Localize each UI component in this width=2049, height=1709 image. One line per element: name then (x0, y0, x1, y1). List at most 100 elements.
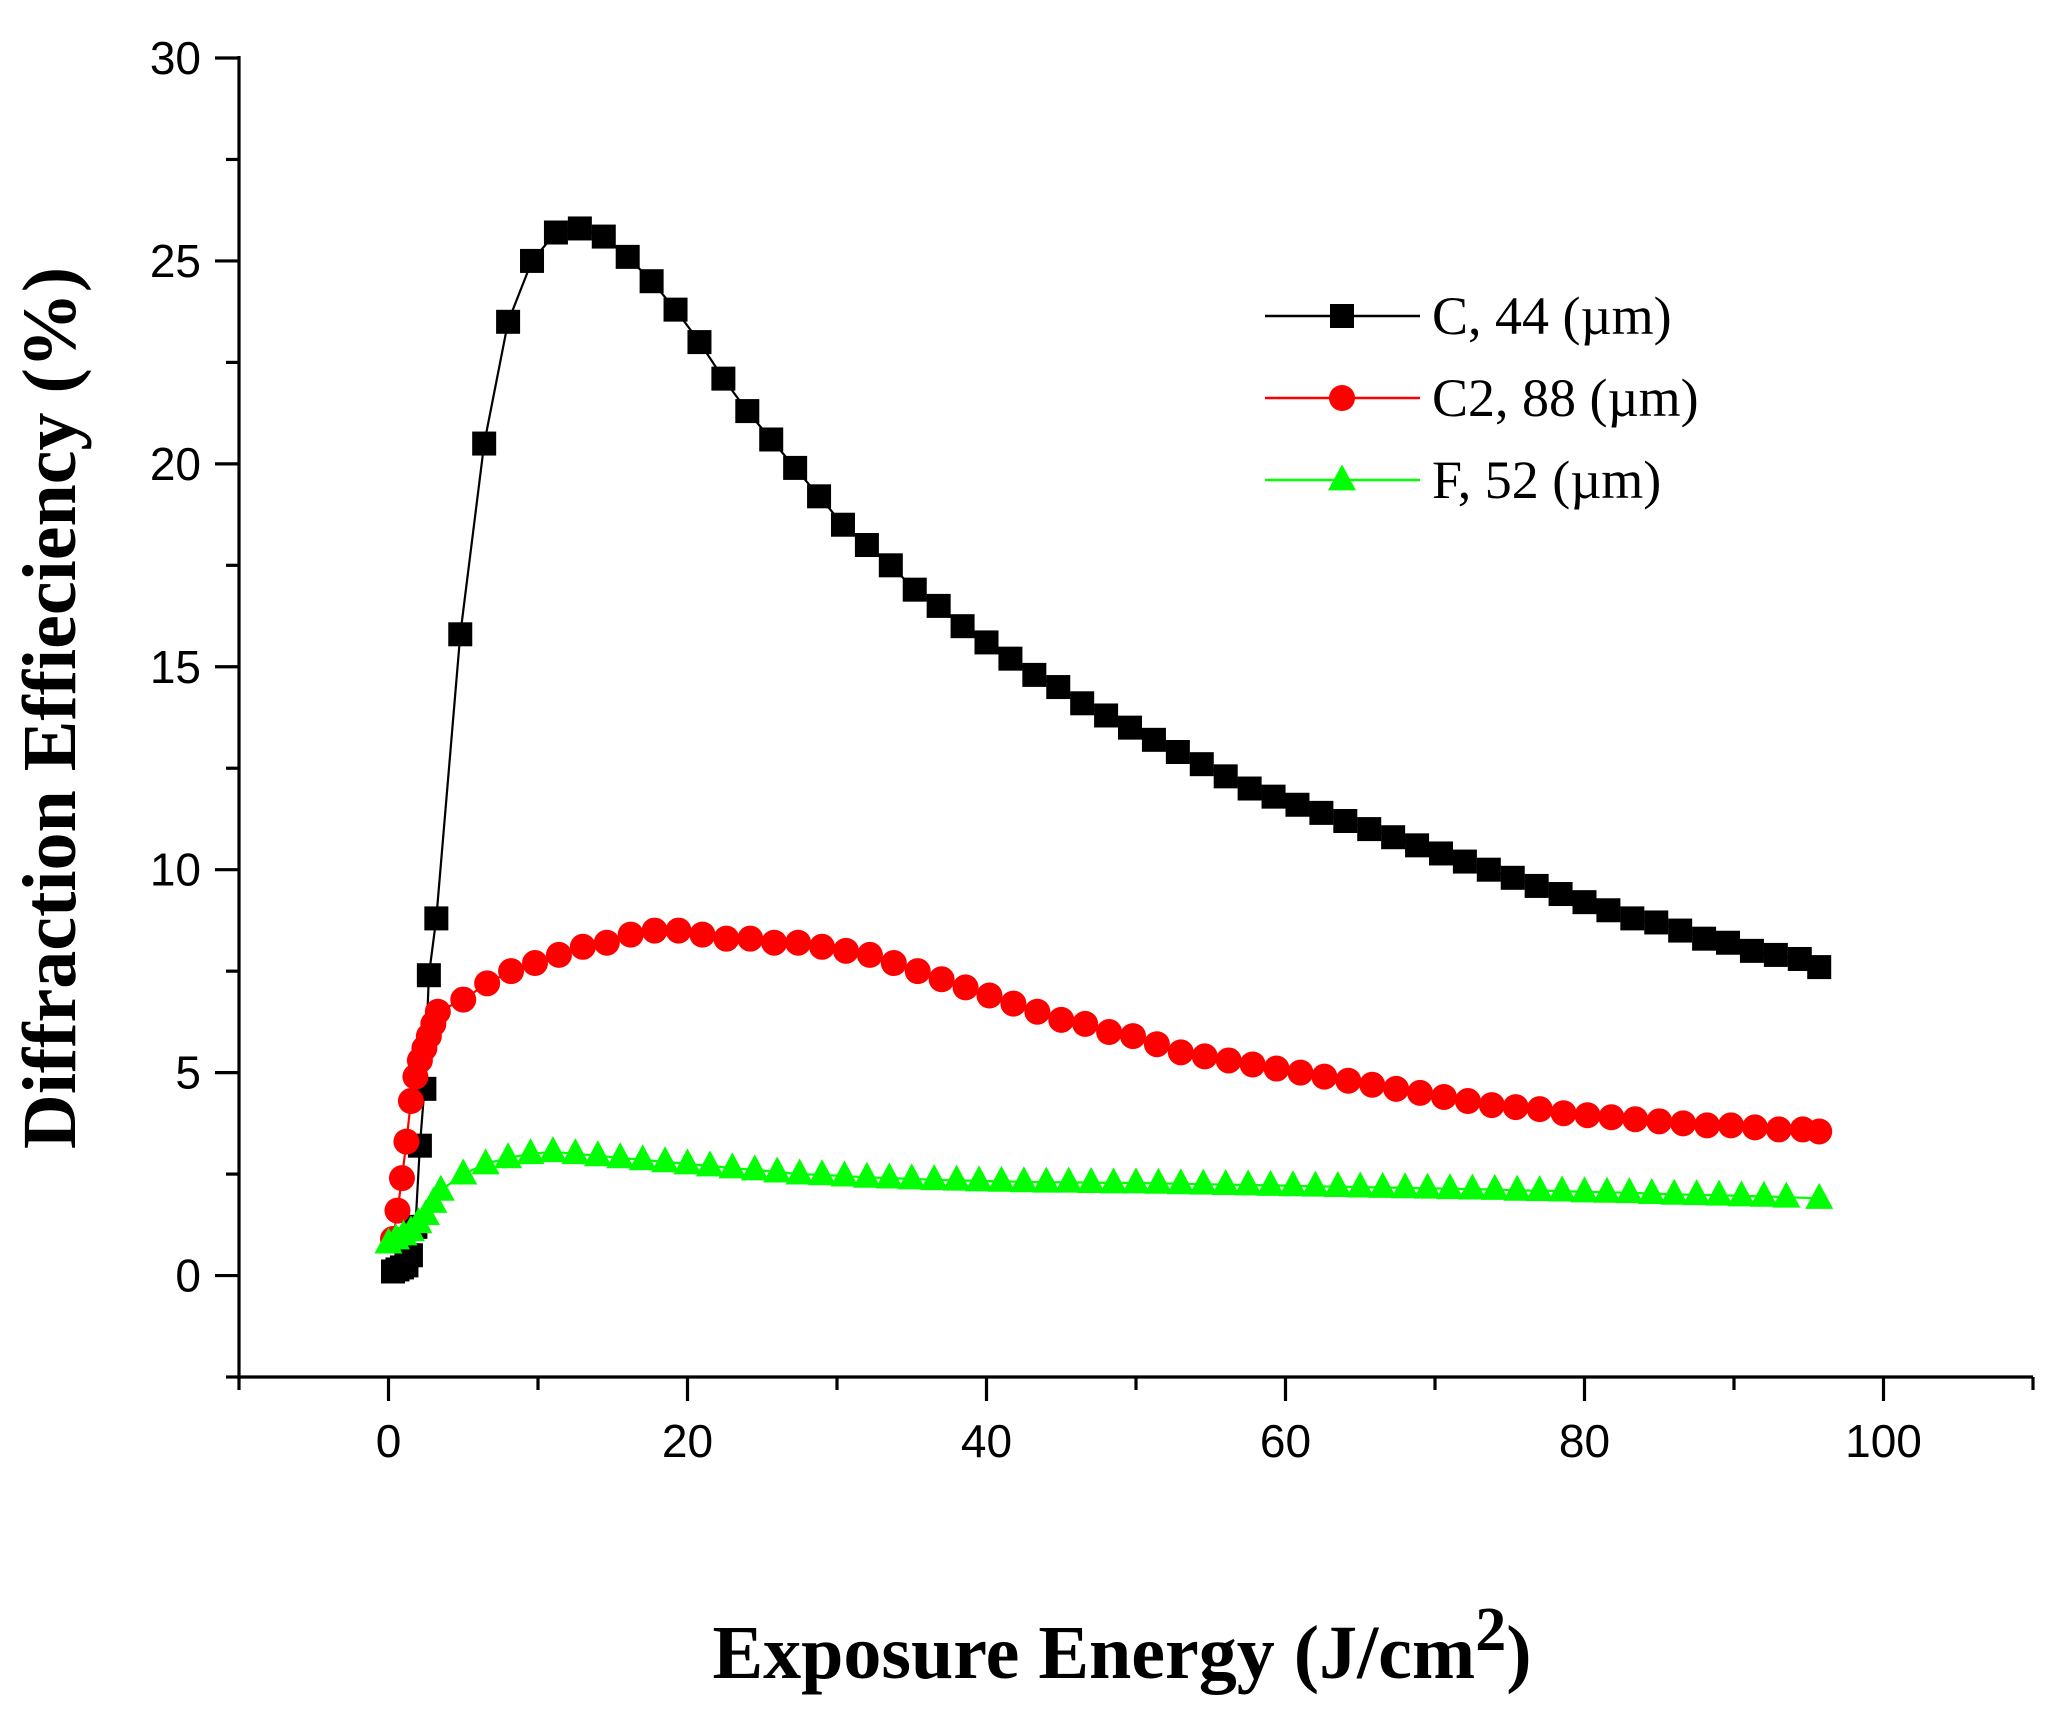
data-point (591, 224, 616, 249)
data-point (711, 366, 736, 391)
data-point (1574, 1102, 1601, 1129)
data-point (928, 966, 955, 993)
data-point (388, 1165, 415, 1192)
data-point (1072, 1010, 1099, 1037)
legend-entry: C2, 88 (µm) (1265, 368, 1699, 428)
data-point (1144, 1167, 1173, 1194)
data-point (1359, 1071, 1386, 1098)
data-point (561, 1138, 590, 1165)
data-point (1381, 825, 1406, 850)
data-point (1391, 1172, 1420, 1199)
legend-marker (1330, 304, 1354, 328)
data-point (1525, 1175, 1554, 1202)
data-point (1806, 1118, 1833, 1145)
data-point (1500, 865, 1525, 890)
data-point (1278, 1170, 1307, 1197)
data-point (1189, 752, 1214, 777)
data-point (785, 929, 812, 956)
data-point (1478, 1092, 1505, 1119)
data-point (1239, 1051, 1266, 1078)
data-point (543, 220, 568, 245)
x-tick-label: 40 (961, 1415, 1012, 1467)
data-point (1335, 1067, 1362, 1094)
data-point (808, 1159, 837, 1186)
data-point (1237, 776, 1262, 801)
data-point (1141, 727, 1166, 752)
data-point (384, 1197, 411, 1224)
data-point (1094, 703, 1119, 728)
data-point (1191, 1043, 1218, 1070)
data-point (1285, 792, 1310, 817)
data-point (965, 1165, 994, 1192)
data-point (1165, 739, 1190, 764)
data-point (1503, 1174, 1532, 1201)
data-point (522, 950, 549, 977)
data-point (761, 929, 788, 956)
data-point (1637, 1177, 1666, 1204)
data-point (1405, 833, 1430, 858)
data-point (545, 941, 572, 968)
data-point (393, 1128, 420, 1155)
y-tick-label: 10 (150, 844, 201, 896)
data-point (1311, 1063, 1338, 1090)
data-point (1211, 1169, 1240, 1196)
data-point (628, 1144, 657, 1171)
data-point (516, 1138, 545, 1165)
data-point (449, 1158, 478, 1185)
data-point (1458, 1173, 1487, 1200)
series-2 (379, 917, 1833, 1253)
data-point (1660, 1178, 1689, 1205)
data-point (1772, 1181, 1801, 1208)
series-1 (380, 216, 1832, 1284)
data-point (1323, 1171, 1352, 1198)
data-point (471, 1148, 500, 1175)
data-point (1692, 926, 1717, 951)
x-axis-title: Exposure Energy (J/cm2) (712, 1596, 1531, 1695)
data-point (1670, 1110, 1697, 1137)
data-point (567, 216, 592, 241)
data-point (397, 1088, 424, 1115)
data-point (718, 1152, 747, 1179)
data-point (1234, 1169, 1263, 1196)
data-point (832, 937, 859, 964)
data-point (1333, 808, 1358, 833)
legend-label: F, 52 (µm) (1432, 450, 1661, 510)
data-point (942, 1164, 971, 1191)
data-point (759, 427, 784, 452)
data-point (998, 646, 1023, 671)
data-point (1167, 1039, 1194, 1066)
data-point (1070, 691, 1095, 716)
data-point (472, 431, 497, 456)
data-point (904, 958, 931, 985)
data-point (1598, 1104, 1625, 1131)
data-point (498, 958, 525, 985)
data-point (520, 248, 545, 273)
x-tick-label: 0 (376, 1415, 402, 1467)
data-point (673, 1148, 702, 1175)
data-point (1749, 1180, 1778, 1207)
data-point (689, 921, 716, 948)
data-point (1592, 1176, 1621, 1203)
data-point (785, 1158, 814, 1185)
data-point (1383, 1075, 1410, 1102)
data-point (1000, 990, 1027, 1017)
data-point (1024, 998, 1051, 1025)
data-point (424, 906, 449, 931)
x-tick-label: 100 (1845, 1415, 1922, 1467)
data-point (950, 614, 975, 639)
data-point (976, 982, 1003, 1009)
y-tick-label: 15 (150, 641, 201, 693)
data-point (687, 330, 712, 355)
data-point (1805, 1182, 1834, 1209)
x-axis-title-main: Exposure Energy (J/cm (712, 1611, 1475, 1695)
y-tick-label: 0 (175, 1250, 201, 1302)
data-point (1763, 942, 1788, 967)
data-point (1368, 1171, 1397, 1198)
data-point (593, 929, 620, 956)
data-point (1430, 1083, 1457, 1110)
data-point (920, 1164, 949, 1191)
data-point (952, 974, 979, 1001)
x-tick-label: 80 (1559, 1415, 1610, 1467)
data-point (880, 950, 907, 977)
